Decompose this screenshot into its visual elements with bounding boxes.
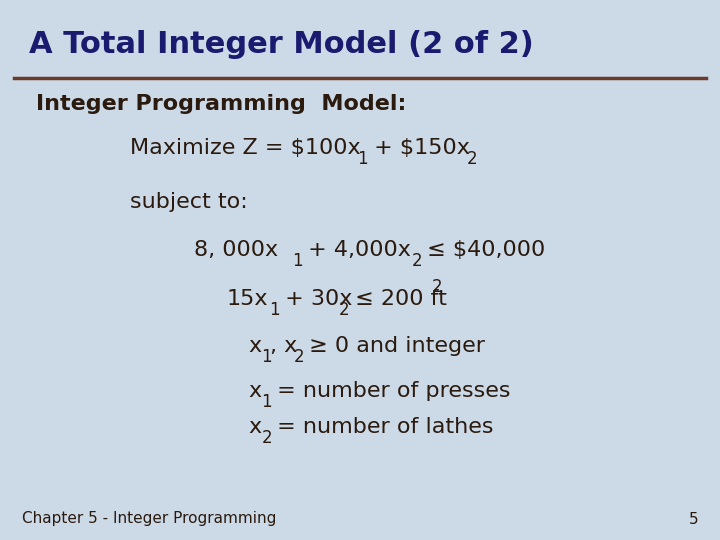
Text: Maximize Z = $100x: Maximize Z = $100x <box>130 138 360 158</box>
Text: 1: 1 <box>269 301 280 319</box>
Text: x: x <box>248 381 261 401</box>
Text: + 4,000x: + 4,000x <box>301 240 411 260</box>
Text: 2: 2 <box>294 348 305 366</box>
Text: + $150x: + $150x <box>367 138 470 158</box>
Text: 2: 2 <box>467 150 477 167</box>
Text: = number of lathes: = number of lathes <box>270 417 493 437</box>
Text: ≤ 200 ft: ≤ 200 ft <box>348 289 446 309</box>
Text: 8, 000x: 8, 000x <box>194 240 279 260</box>
Text: Chapter 5 - Integer Programming: Chapter 5 - Integer Programming <box>22 511 276 526</box>
Text: 2: 2 <box>339 301 350 319</box>
Text: 1: 1 <box>261 348 272 366</box>
Text: subject to:: subject to: <box>130 192 248 212</box>
Text: 2: 2 <box>261 429 272 447</box>
Text: 1: 1 <box>261 393 272 410</box>
Text: 5: 5 <box>689 511 698 526</box>
Text: 2: 2 <box>412 252 423 270</box>
Text: ≤ $40,000: ≤ $40,000 <box>420 240 546 260</box>
Text: 1: 1 <box>292 252 303 270</box>
Text: 2: 2 <box>431 278 442 296</box>
Text: A Total Integer Model (2 of 2): A Total Integer Model (2 of 2) <box>29 30 534 59</box>
Text: 15x: 15x <box>227 289 269 309</box>
Text: , x: , x <box>270 336 297 356</box>
Text: x: x <box>248 417 261 437</box>
Text: = number of presses: = number of presses <box>270 381 510 401</box>
Text: Integer Programming  Model:: Integer Programming Model: <box>36 94 406 114</box>
Text: 1: 1 <box>357 150 368 167</box>
Text: ≥ 0 and integer: ≥ 0 and integer <box>302 336 485 356</box>
Text: x: x <box>248 336 261 356</box>
Text: + 30x: + 30x <box>278 289 352 309</box>
